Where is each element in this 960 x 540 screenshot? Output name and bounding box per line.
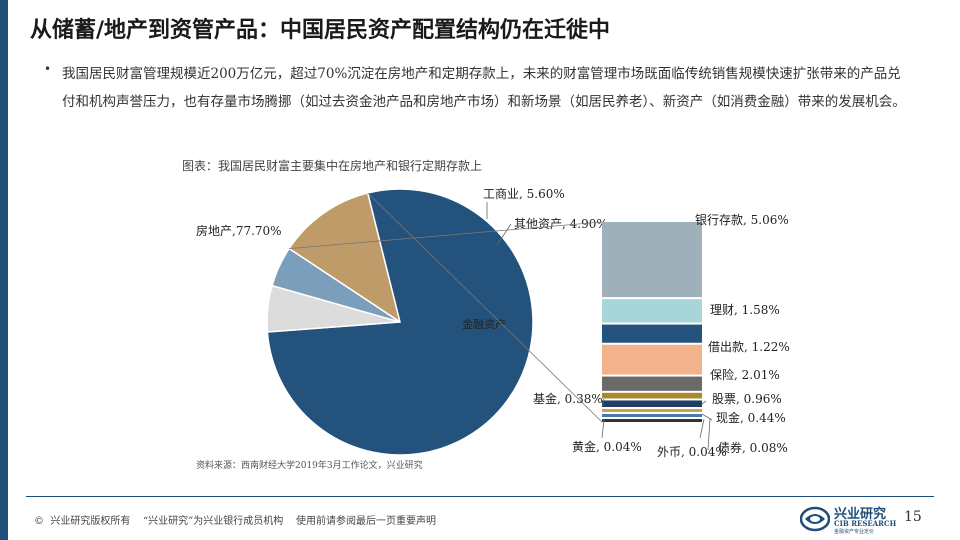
bar-label-外币: 外币, 0.04% xyxy=(657,445,727,459)
pie-label-房地产: 房地产,77.70% xyxy=(196,223,282,238)
connector-top xyxy=(289,221,603,249)
pie-label-工商业: 工商业, 5.60% xyxy=(483,186,565,201)
connector-bottom xyxy=(367,192,603,423)
bar-label-借出款: 借出款, 1.22% xyxy=(708,340,790,354)
leader-黄金 xyxy=(601,418,605,439)
logo-sub-text: 金融资产专业定价 xyxy=(834,529,875,535)
footer-disclaimer: © 兴业研究版权所有 “兴业研究”为兴业银行成员机构 使用前请参阅最后一页重要声… xyxy=(34,516,437,527)
leader-外币 xyxy=(699,418,705,439)
bar-segment-股票 xyxy=(602,376,702,391)
page-title: 从储蓄/地产到资管产品：中国居民资产配置结构仍在迁徙中 xyxy=(30,18,611,43)
bar-segment-借出款 xyxy=(602,324,702,343)
pie-leader-其他资产 xyxy=(496,223,512,246)
bar-segment-基金 xyxy=(602,392,702,399)
side-accent-bar xyxy=(0,0,8,540)
chart-source: 资料来源：西南财经大学2019年3月工作论文，兴业研究 xyxy=(196,461,423,471)
bar-label-理财: 理财, 1.58% xyxy=(710,303,780,317)
logo-cn-text: 兴业研究 xyxy=(834,507,887,522)
bar-segment-保险 xyxy=(602,344,702,375)
cib-research-logo: 兴业研究 CIB RESEARCH 金融资产专业定价 xyxy=(800,502,896,536)
bar-segment-债券 xyxy=(602,419,702,422)
leader-现金 xyxy=(701,413,713,421)
footer-divider xyxy=(26,496,934,497)
bar-segment-银行存款 xyxy=(602,222,702,298)
chart-caption: 图表：我国居民财富主要集中在房地产和银行定期存款上 xyxy=(182,159,483,173)
pie-slice-金融资产 xyxy=(288,192,402,324)
bar-label-基金: 基金, 0.38% xyxy=(533,391,603,406)
pie-label-其他资产: 其他资产, 4.90% xyxy=(514,217,608,231)
bullet-text: 我国居民财富管理规模近200万亿元，超过70%沉淀在房地产和定期存款上，未来的财… xyxy=(62,66,906,110)
logo-icon xyxy=(800,506,830,532)
bar-label-债券: 债券, 0.08% xyxy=(718,440,788,455)
bar-segment-理财 xyxy=(602,299,702,323)
bar-label-保险: 保险, 2.01% xyxy=(710,367,780,382)
page-number: 15 xyxy=(904,509,922,525)
pie-slice-房地产 xyxy=(266,188,534,456)
bar-label-银行存款: 银行存款, 5.06% xyxy=(695,213,789,227)
bar-label-黄金: 黄金, 0.04% xyxy=(572,439,642,454)
leader-债券 xyxy=(707,418,711,451)
bar-segment-现金 xyxy=(602,400,702,407)
logo-en-text: CIB RESEARCH xyxy=(834,519,897,528)
bar-segment-外币 xyxy=(602,414,702,417)
bar-label-股票: 股票, 0.96% xyxy=(712,392,782,406)
bullet-marker: • xyxy=(44,62,52,76)
pie-slice-其他资产 xyxy=(271,247,401,323)
bar-segment-黄金 xyxy=(602,409,702,412)
leader-股票 xyxy=(701,400,707,405)
pie-label-金融资产: 金融资产 xyxy=(462,317,506,331)
leader-基金 xyxy=(601,398,605,408)
bar-label-现金: 现金, 0.44% xyxy=(716,410,786,425)
